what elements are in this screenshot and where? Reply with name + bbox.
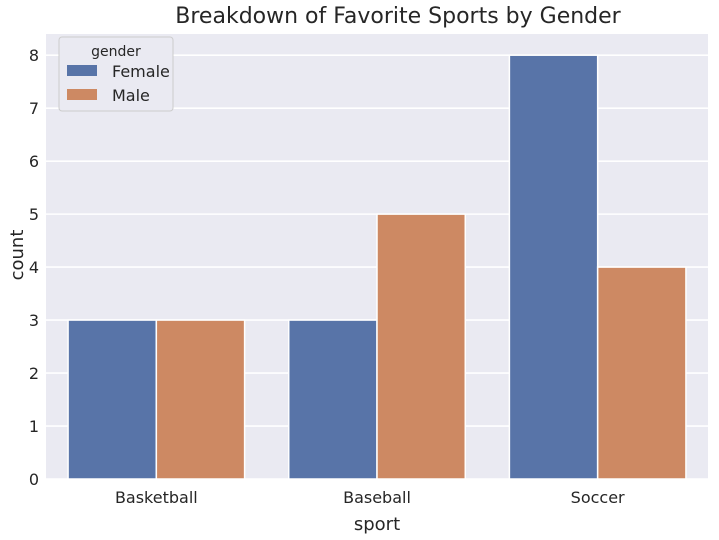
bar-male-soccer bbox=[596, 266, 687, 480]
bar-male-baseball bbox=[376, 213, 467, 480]
bars bbox=[67, 54, 687, 480]
x-tick-label: Baseball bbox=[343, 488, 411, 507]
y-tick-label: 4 bbox=[29, 258, 39, 277]
x-tick-label: Soccer bbox=[571, 488, 625, 507]
bar-male-basketball bbox=[155, 319, 246, 480]
legend-swatch-female bbox=[67, 65, 97, 76]
chart-title: Breakdown of Favorite Sports by Gender bbox=[175, 4, 621, 29]
y-tick-label: 7 bbox=[29, 99, 39, 118]
y-tick-label: 1 bbox=[29, 417, 39, 436]
bar-female-basketball bbox=[67, 319, 158, 480]
y-tick-label: 3 bbox=[29, 311, 39, 330]
bar-female-soccer bbox=[508, 54, 599, 480]
legend-label-female: Female bbox=[112, 62, 170, 81]
y-tick-label: 5 bbox=[29, 205, 39, 224]
legend: gender Female Male bbox=[58, 36, 174, 112]
y-tick-label: 2 bbox=[29, 364, 39, 383]
y-tick-label: 6 bbox=[29, 152, 39, 171]
x-axis-label: sport bbox=[354, 514, 400, 535]
legend-swatch-male bbox=[67, 89, 97, 100]
y-tick-label: 8 bbox=[29, 46, 39, 65]
x-tick-labels: Basketball Baseball Soccer bbox=[115, 488, 625, 507]
legend-label-male: Male bbox=[112, 86, 150, 105]
y-axis-label: count bbox=[7, 230, 28, 281]
y-tick-label: 0 bbox=[29, 470, 39, 489]
bar-female-baseball bbox=[287, 319, 378, 480]
legend-title: gender bbox=[91, 44, 141, 60]
y-tick-labels: 0 1 2 3 4 5 6 7 8 bbox=[29, 46, 39, 489]
x-tick-label: Basketball bbox=[115, 488, 198, 507]
